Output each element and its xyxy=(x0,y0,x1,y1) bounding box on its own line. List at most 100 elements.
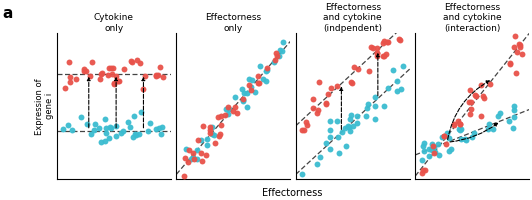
Point xyxy=(244,84,253,87)
Point xyxy=(202,154,210,157)
Point xyxy=(369,46,377,50)
Point xyxy=(209,134,218,137)
Point xyxy=(421,168,429,171)
Point xyxy=(472,95,480,98)
Point xyxy=(155,126,164,129)
Title: Cytokine
only: Cytokine only xyxy=(94,13,134,33)
Point xyxy=(505,120,514,123)
Point xyxy=(298,128,306,131)
Point xyxy=(231,105,240,108)
Point xyxy=(373,47,382,50)
Point xyxy=(256,65,264,68)
Point xyxy=(508,126,517,129)
Point xyxy=(102,127,111,130)
Point xyxy=(187,157,196,160)
Point xyxy=(338,130,347,133)
Point xyxy=(453,119,462,122)
Point xyxy=(383,40,392,44)
Point xyxy=(114,80,123,83)
Point xyxy=(348,81,357,84)
Point xyxy=(506,61,514,64)
Point xyxy=(312,163,321,166)
Point xyxy=(347,80,355,83)
Point xyxy=(64,124,72,127)
Point xyxy=(197,138,205,141)
Point xyxy=(353,121,361,125)
Point xyxy=(243,92,251,95)
Point xyxy=(72,77,80,80)
Point xyxy=(443,131,451,134)
Point xyxy=(301,120,310,124)
Point xyxy=(425,147,433,150)
Point xyxy=(353,114,361,118)
Point xyxy=(90,128,98,131)
Point xyxy=(363,102,372,105)
Point xyxy=(447,147,455,150)
Point xyxy=(466,113,475,116)
Point xyxy=(96,141,105,144)
Point xyxy=(332,85,341,88)
Point xyxy=(181,157,189,160)
Point xyxy=(361,115,370,118)
Point xyxy=(469,131,478,134)
Point xyxy=(239,99,247,102)
Point xyxy=(127,60,136,63)
Point xyxy=(512,71,520,74)
Point xyxy=(110,82,118,85)
Point xyxy=(156,132,165,135)
Point xyxy=(230,95,239,98)
Point xyxy=(370,105,379,108)
Point xyxy=(449,122,458,125)
Point xyxy=(363,106,371,110)
Point xyxy=(188,155,197,159)
Title: Effectorness
and cytokine
(indpendent): Effectorness and cytokine (indpendent) xyxy=(323,3,383,33)
Point xyxy=(132,59,141,62)
Point xyxy=(272,51,280,55)
Point xyxy=(193,148,202,152)
Point xyxy=(515,42,523,45)
Point xyxy=(203,143,211,146)
Point xyxy=(509,46,518,49)
Point xyxy=(346,118,354,121)
Point xyxy=(395,37,403,40)
Title: Effectorness
only: Effectorness only xyxy=(205,13,261,33)
Point xyxy=(232,111,241,115)
Point xyxy=(322,102,330,106)
Point xyxy=(314,80,323,83)
Point xyxy=(380,39,388,42)
Point xyxy=(159,75,167,79)
Point xyxy=(380,54,388,57)
Point xyxy=(334,135,343,139)
Title: Effectorness
and cytokine
(interaction): Effectorness and cytokine (interaction) xyxy=(443,3,502,33)
Point xyxy=(271,59,280,62)
Point xyxy=(88,60,96,63)
Point xyxy=(309,106,317,109)
Point xyxy=(445,136,454,140)
Point xyxy=(135,62,144,65)
Point xyxy=(516,46,525,49)
Point xyxy=(373,54,382,57)
Point xyxy=(225,108,234,111)
Point xyxy=(221,114,229,117)
Point xyxy=(467,108,475,111)
Point xyxy=(477,84,485,87)
Point xyxy=(189,151,197,154)
Point xyxy=(510,108,518,111)
Point xyxy=(102,131,110,135)
Point xyxy=(440,134,449,137)
Point xyxy=(332,119,341,122)
Point xyxy=(516,43,524,47)
Point xyxy=(97,71,106,75)
Point xyxy=(455,122,464,125)
Point xyxy=(276,48,284,51)
Point xyxy=(326,128,334,131)
Point xyxy=(384,87,392,90)
Point xyxy=(144,129,153,133)
Point xyxy=(326,135,334,138)
Point xyxy=(259,77,267,80)
Point xyxy=(393,89,401,92)
Point xyxy=(87,133,95,136)
Point xyxy=(323,92,332,95)
Point xyxy=(128,60,137,63)
Point xyxy=(113,79,122,83)
